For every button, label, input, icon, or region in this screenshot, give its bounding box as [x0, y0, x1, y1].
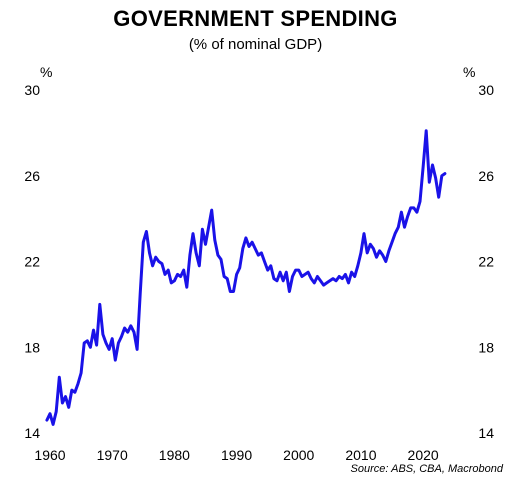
y-tick-label-left: 22 — [24, 254, 40, 270]
chart-subtitle: (% of nominal GDP) — [188, 36, 323, 53]
chart-title: GOVERNMENT SPENDING — [113, 6, 398, 31]
y-axis-left: 14 18 22 26 30 — [24, 82, 40, 441]
x-tick-label: 1960 — [34, 447, 65, 463]
y-tick-label-left: 14 — [24, 425, 40, 441]
y-tick-label-left: 26 — [24, 168, 40, 184]
x-tick-label: 1980 — [159, 447, 190, 463]
x-tick-label: 2000 — [283, 447, 314, 463]
y-tick-label-right: 18 — [478, 339, 494, 355]
y-axis-right: 14 18 22 26 30 — [478, 82, 494, 441]
y-tick-label-right: 14 — [478, 425, 494, 441]
y-unit-left: % — [40, 64, 52, 80]
y-tick-label-right: 22 — [478, 254, 494, 270]
x-tick-label: 2020 — [408, 447, 439, 463]
x-tick-label: 1970 — [97, 447, 128, 463]
y-tick-label-right: 30 — [478, 82, 494, 98]
y-tick-label-left: 18 — [24, 339, 40, 355]
y-tick-label-right: 26 — [478, 168, 494, 184]
y-tick-label-left: 30 — [24, 82, 40, 98]
x-axis: 1960 1970 1980 1990 2000 2010 2020 — [34, 447, 438, 463]
series-line — [45, 129, 447, 426]
source-note: Source: ABS, CBA, Macrobond — [351, 463, 504, 475]
x-tick-label: 1990 — [221, 447, 252, 463]
x-tick-label: 2010 — [345, 447, 376, 463]
y-unit-right: % — [463, 64, 475, 80]
